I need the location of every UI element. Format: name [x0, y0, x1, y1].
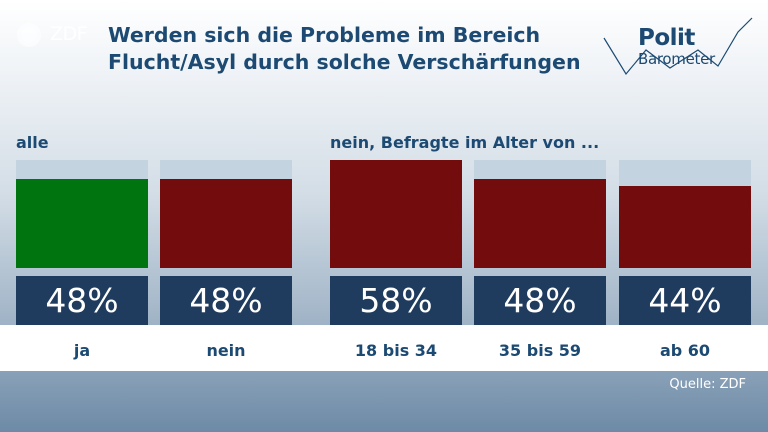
- category-label-3: 18 bis 34: [355, 341, 437, 360]
- category-label-4: 35 bis 59: [499, 341, 581, 360]
- bar-2: [160, 179, 292, 268]
- zdf-logo-text: ZDF: [50, 23, 88, 45]
- category-label-5: ab 60: [660, 341, 710, 360]
- value-label-3: 58%: [359, 281, 432, 320]
- zdf-logo: ZDF: [16, 22, 88, 48]
- chart-title-line-1: Werden sich die Probleme im Bereich: [108, 23, 541, 47]
- value-label-5: 44%: [648, 281, 721, 320]
- value-box-5: [619, 276, 751, 325]
- section-label-all: alle: [16, 133, 49, 152]
- politbarometer-zigzag-icon: [603, 17, 753, 76]
- source-note: Quelle: ZDF: [669, 377, 746, 392]
- value-box-2: [160, 276, 292, 325]
- value-label-2: 48%: [189, 281, 262, 320]
- value-label-1: 48%: [45, 281, 118, 320]
- value-label-4: 48%: [503, 281, 576, 320]
- value-box-1: [16, 276, 148, 325]
- bar-5: [619, 186, 751, 268]
- chart-title-line-2: Flucht/Asyl durch solche Verschärfungen: [108, 50, 581, 74]
- value-box-4: [474, 276, 606, 325]
- bar-4: [474, 179, 606, 268]
- politbarometer-logo: Polit Barometer: [600, 8, 758, 82]
- politbarometer-barometer: Barometer: [638, 50, 715, 68]
- category-label-strip: [0, 325, 768, 371]
- bar-3: [330, 160, 462, 268]
- category-label-1: ja: [73, 341, 90, 360]
- section-label-age: nein, Befragte im Alter von ...: [330, 133, 600, 152]
- politbarometer-polit: Polit: [638, 25, 695, 51]
- bar-1: [16, 179, 148, 268]
- chart-title: Werden sich die Probleme im Bereich Fluc…: [108, 22, 581, 76]
- category-label-2: nein: [206, 341, 245, 360]
- value-box-3: [330, 276, 462, 325]
- zdf-logo-icon: [17, 23, 41, 47]
